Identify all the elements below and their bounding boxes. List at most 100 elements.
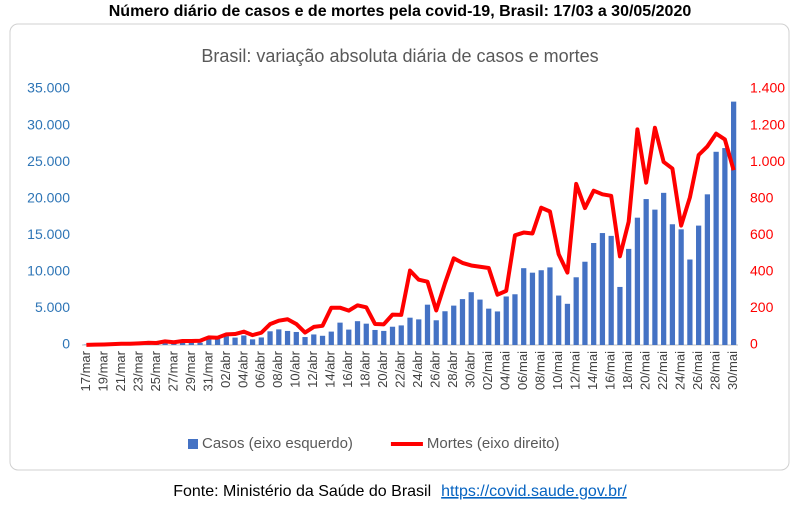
bar [276,329,282,345]
x-tick-label: 08/mai [533,351,548,390]
bar [459,299,466,345]
y2-tick-label: 0 [750,336,758,352]
legend-label: Casos (eixo esquerdo) [202,435,353,452]
bar [442,311,448,345]
bar [416,319,422,345]
y2-tick-label: 1.000 [750,153,785,169]
x-tick-label: 25/mar [148,350,163,391]
source-text: Fonte: Ministério da Saúde do Brasil [173,483,431,500]
bar [722,148,728,345]
x-tick-label: 30/mai [725,351,740,390]
bar [389,326,396,345]
bar [381,330,387,345]
bar [704,194,711,345]
x-tick-label: 02/mai [480,351,495,390]
line [86,125,736,347]
bar [179,341,186,345]
bar [538,270,544,345]
bar [556,295,562,345]
bar [188,342,194,345]
bar [529,272,536,345]
x-tick-label: 12/mai [568,351,583,390]
bar [521,268,527,345]
x-tick-label: 06/abr [253,350,268,388]
bar [564,303,571,345]
bar [363,323,369,345]
x-tick-label: 20/mai [638,351,653,390]
bar [731,101,737,346]
bar [608,235,614,345]
bar [503,296,509,345]
bar [652,209,658,345]
y-tick-label: 30.000 [27,116,70,132]
bar [512,294,518,345]
chart-title: Número diário de casos e de mortes pela … [109,3,692,20]
x-tick-label: 28/mai [708,351,723,390]
bar [573,277,579,345]
x-tick-label: 08/abr [270,350,285,388]
x-tick-label: 20/abr [375,350,390,388]
bar [354,321,361,345]
legend-swatch [188,439,198,449]
bar [696,225,702,345]
bar [433,320,439,345]
x-tick-label: 26/abr [428,350,443,388]
bar [599,233,606,345]
x-tick-label: 10/mai [550,351,565,390]
y-tick-label: 5.000 [35,299,70,315]
bar [372,329,378,345]
y2-tick-label: 400 [750,263,774,279]
source-link[interactable]: https://covid.saude.gov.br/ [441,483,627,500]
bar [407,317,413,345]
bar [267,331,273,345]
bar [669,224,676,345]
x-tick-label: 28/abr [445,350,460,388]
bar [494,311,501,345]
bar [678,229,684,345]
bar [319,335,326,345]
x-tick-label: 29/mar [183,350,198,391]
bar [398,325,404,345]
bar [223,336,229,345]
bar [293,331,299,345]
bar [634,217,641,345]
bar [547,267,553,345]
bar [643,199,649,345]
x-tick-label: 04/mai [498,351,513,390]
bar [232,337,238,345]
x-tick-label: 23/mar [130,350,145,391]
bar [249,339,256,345]
bar [206,336,212,345]
x-tick-label: 10/abr [288,350,303,388]
bar [258,337,264,345]
x-tick-label: 21/mar [113,350,128,391]
bar [328,331,334,345]
bar [713,151,719,345]
y-tick-label: 0 [62,336,70,352]
y2-tick-label: 1.200 [750,116,785,132]
source: Fonte: Ministério da Saúde do Brasil http… [173,483,627,500]
x-tick-label: 18/abr [358,350,373,388]
x-tick-label: 12/abr [305,350,320,388]
bar [311,334,317,345]
bar [451,305,457,345]
bar [486,308,492,345]
legend-label: Mortes (eixo direito) [427,435,560,452]
y-tick-label: 10.000 [27,263,70,279]
bar [477,299,483,345]
x-tick-label: 17/mar [78,350,93,391]
x-tick-label: 26/mai [690,351,705,390]
x-tick-label: 02/abr [218,350,233,388]
bar [582,261,588,345]
x-tick-label: 22/mai [655,351,670,390]
bar [302,337,308,345]
y2-tick-label: 1.400 [750,80,785,96]
x-tick-label: 30/abr [463,350,478,388]
bar [617,286,623,345]
x-tick-label: 14/mai [585,351,600,390]
chart-frame [9,23,790,471]
bar [687,259,693,345]
bar [468,292,474,345]
bar [284,330,291,345]
bar [197,342,203,345]
